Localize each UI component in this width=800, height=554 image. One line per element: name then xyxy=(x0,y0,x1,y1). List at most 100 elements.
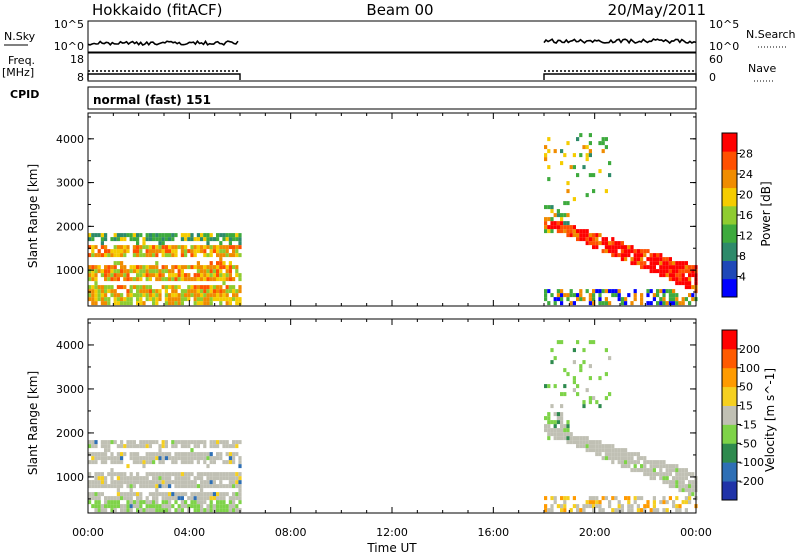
data-cell xyxy=(196,237,200,242)
data-cell xyxy=(228,452,232,457)
data-cell xyxy=(206,464,210,469)
data-cell xyxy=(560,229,564,234)
data-cell xyxy=(193,237,197,242)
data-cell xyxy=(547,416,551,421)
data-cell xyxy=(649,460,653,465)
data-cell xyxy=(129,452,133,457)
data-cell xyxy=(126,245,130,250)
data-cell xyxy=(675,273,679,278)
data-cell xyxy=(171,245,175,250)
data-cell xyxy=(110,484,114,489)
sky-panel-frame xyxy=(87,20,697,53)
data-cell xyxy=(136,460,140,465)
data-cell xyxy=(200,237,204,242)
data-cell xyxy=(560,392,564,397)
data-cell xyxy=(126,504,130,509)
colorbar-tick-label: 24 xyxy=(739,168,753,181)
data-cell xyxy=(585,153,589,158)
data-cell xyxy=(691,273,695,278)
data-cell xyxy=(107,273,111,278)
data-cell xyxy=(209,301,213,306)
data-cell xyxy=(209,496,213,501)
data-cell xyxy=(572,380,576,385)
data-cell xyxy=(209,480,213,485)
data-cell xyxy=(668,472,672,477)
data-cell xyxy=(161,456,165,461)
data-cell xyxy=(566,225,570,230)
data-cell xyxy=(595,444,599,449)
data-cell xyxy=(206,496,210,501)
data-cell xyxy=(544,293,548,298)
data-cell xyxy=(646,301,650,306)
data-cell xyxy=(547,177,551,182)
data-cell xyxy=(219,233,223,238)
data-cell xyxy=(120,440,124,445)
data-cell xyxy=(556,432,560,437)
data-cell xyxy=(232,297,236,302)
data-cell xyxy=(104,245,108,250)
data-cell xyxy=(228,484,232,489)
data-cell xyxy=(566,189,570,194)
data-cell xyxy=(97,492,101,497)
data-cell xyxy=(110,269,114,274)
data-cell xyxy=(97,480,101,485)
data-cell xyxy=(579,233,583,238)
data-cell xyxy=(592,396,596,401)
data-cell xyxy=(678,468,682,473)
data-cell xyxy=(164,297,168,302)
data-cell xyxy=(158,249,162,254)
data-cell xyxy=(180,269,184,274)
data-cell xyxy=(203,480,207,485)
data-cell xyxy=(94,444,98,449)
data-cell xyxy=(225,289,229,294)
data-cell xyxy=(643,464,647,469)
data-cell xyxy=(662,496,666,501)
data-cell xyxy=(547,384,551,389)
data-cell xyxy=(216,237,220,242)
data-cell xyxy=(142,265,146,270)
data-cell xyxy=(177,440,181,445)
data-cell xyxy=(688,301,692,306)
data-cell xyxy=(196,496,200,501)
data-cell xyxy=(129,444,133,449)
data-cell xyxy=(560,161,564,166)
data-cell xyxy=(585,504,589,509)
data-cell xyxy=(116,237,120,242)
data-cell xyxy=(604,444,608,449)
data-cell xyxy=(585,233,589,238)
data-cell xyxy=(563,500,567,505)
data-cell xyxy=(91,492,95,497)
data-cell xyxy=(184,476,188,481)
data-cell xyxy=(688,269,692,274)
data-cell xyxy=(627,293,631,298)
data-cell xyxy=(174,273,178,278)
data-cell xyxy=(158,269,162,274)
data-cell xyxy=(662,265,666,270)
data-cell xyxy=(569,293,573,298)
data-cell xyxy=(235,496,239,501)
data-cell xyxy=(668,277,672,282)
data-cell xyxy=(164,444,168,449)
data-cell xyxy=(184,440,188,445)
data-cell xyxy=(656,460,660,465)
data-cell xyxy=(129,484,133,489)
data-cell xyxy=(228,285,232,290)
data-cell xyxy=(104,297,108,302)
data-cell xyxy=(566,420,570,425)
data-cell xyxy=(155,488,159,493)
data-cell xyxy=(200,297,204,302)
data-cell xyxy=(180,297,184,302)
colorbar-tick-label: -50 xyxy=(739,437,757,450)
data-cell xyxy=(91,496,95,501)
data-cell xyxy=(659,297,663,302)
data-cell xyxy=(116,297,120,302)
colorbar-swatch xyxy=(722,462,737,482)
data-cell xyxy=(100,492,104,497)
data-cell xyxy=(617,460,621,465)
data-cell xyxy=(184,289,188,294)
data-cell xyxy=(588,376,592,381)
data-cell xyxy=(592,237,596,242)
data-cell xyxy=(633,261,637,266)
data-cell xyxy=(649,289,653,294)
